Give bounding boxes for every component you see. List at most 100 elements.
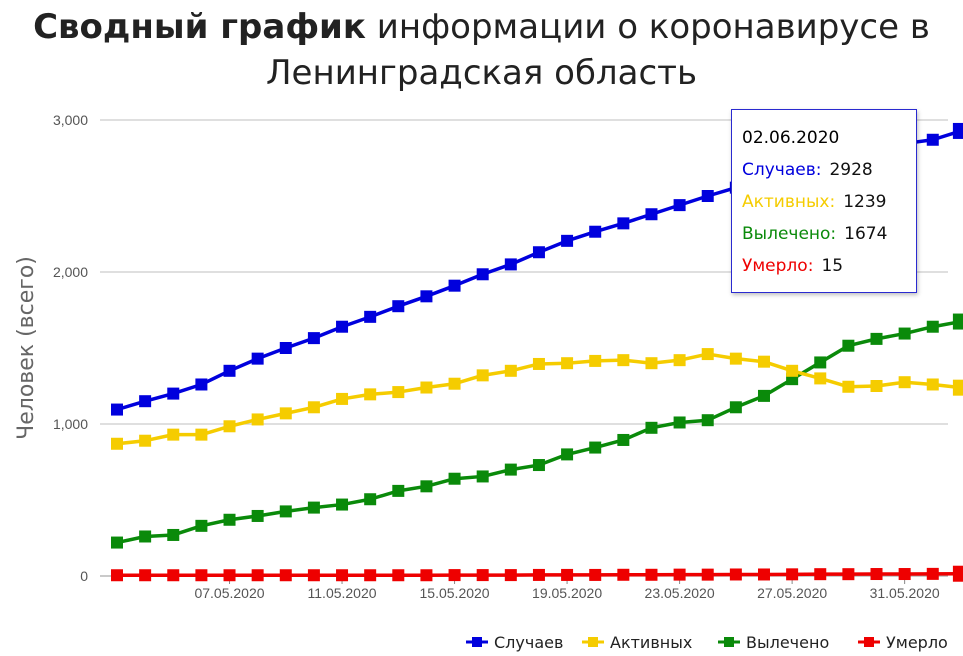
data-point[interactable] [701,568,714,581]
data-point[interactable] [701,414,714,427]
data-point[interactable] [589,568,602,581]
data-point[interactable] [364,310,377,323]
data-point[interactable] [195,519,208,532]
data-point[interactable] [392,386,405,399]
data-point[interactable] [307,501,320,514]
data-point[interactable] [926,320,939,333]
data-point[interactable] [392,484,405,497]
data-point[interactable] [448,279,461,292]
data-point[interactable] [673,568,686,581]
data-point[interactable] [392,300,405,313]
data-point[interactable] [532,459,545,472]
data-point[interactable] [336,569,349,582]
data-point[interactable] [251,509,264,522]
data-point[interactable] [336,392,349,405]
data-point[interactable] [898,327,911,340]
data-point[interactable] [952,122,963,139]
data-point[interactable] [561,357,574,370]
data-point[interactable] [898,568,911,581]
legend-item-active[interactable]: Активных [582,633,692,652]
data-point[interactable] [842,380,855,393]
data-point[interactable] [673,354,686,367]
data-point[interactable] [729,352,742,365]
data-point[interactable] [111,569,123,582]
data-point[interactable] [729,568,742,581]
data-point[interactable] [448,472,461,485]
data-point[interactable] [111,437,123,450]
data-point[interactable] [561,568,574,581]
data-point[interactable] [786,364,799,377]
data-point[interactable] [842,568,855,581]
data-point[interactable] [364,569,377,582]
data-point[interactable] [420,381,433,394]
data-point[interactable] [251,569,264,582]
data-point[interactable] [279,569,292,582]
data-point[interactable] [532,568,545,581]
data-point[interactable] [673,199,686,212]
data-point[interactable] [952,565,963,582]
data-point[interactable] [926,133,939,146]
data-point[interactable] [532,357,545,370]
data-point[interactable] [223,513,236,526]
data-point[interactable] [757,355,770,368]
data-point[interactable] [139,569,152,582]
data-point[interactable] [251,413,264,426]
data-point[interactable] [532,246,545,259]
data-point[interactable] [617,217,630,230]
data-point[interactable] [167,528,180,541]
data-point[interactable] [195,378,208,391]
data-point[interactable] [364,388,377,401]
data-point[interactable] [898,376,911,389]
data-point[interactable] [504,569,517,582]
legend-item-died[interactable]: Умерло [858,633,948,652]
data-point[interactable] [420,480,433,493]
data-point[interactable] [870,380,883,392]
data-point[interactable] [448,377,461,390]
data-point[interactable] [589,441,602,454]
data-point[interactable] [645,208,658,221]
data-point[interactable] [561,448,574,461]
data-point[interactable] [814,372,827,385]
data-point[interactable] [195,428,208,441]
data-point[interactable] [561,234,574,247]
data-point[interactable] [701,190,714,202]
data-point[interactable] [307,569,320,582]
data-point[interactable] [476,569,489,582]
data-point[interactable] [926,567,939,580]
data-point[interactable] [307,332,320,345]
data-point[interactable] [814,568,827,581]
data-point[interactable] [279,505,292,518]
data-point[interactable] [952,313,963,330]
data-point[interactable] [307,401,320,414]
data-point[interactable] [420,569,433,582]
data-point[interactable] [842,339,855,352]
data-point[interactable] [364,493,377,506]
data-point[interactable] [617,433,630,446]
data-point[interactable] [223,569,236,582]
data-point[interactable] [167,569,180,582]
data-point[interactable] [476,369,489,382]
data-point[interactable] [504,258,517,271]
data-point[interactable] [870,568,883,581]
data-point[interactable] [504,364,517,377]
data-point[interactable] [420,290,433,303]
data-point[interactable] [139,530,152,543]
data-point[interactable] [504,463,517,476]
data-point[interactable] [392,569,405,582]
data-point[interactable] [926,378,939,391]
data-point[interactable] [617,354,630,367]
data-point[interactable] [617,568,630,581]
data-point[interactable] [701,348,714,361]
data-point[interactable] [111,536,123,549]
data-point[interactable] [167,428,180,441]
data-point[interactable] [757,568,770,581]
data-point[interactable] [167,387,180,400]
data-point[interactable] [111,403,123,416]
data-point[interactable] [645,421,658,434]
data-point[interactable] [223,420,236,433]
data-point[interactable] [786,568,799,581]
data-point[interactable] [673,416,686,429]
data-point[interactable] [814,356,827,369]
data-point[interactable] [336,498,349,511]
data-point[interactable] [645,357,658,370]
